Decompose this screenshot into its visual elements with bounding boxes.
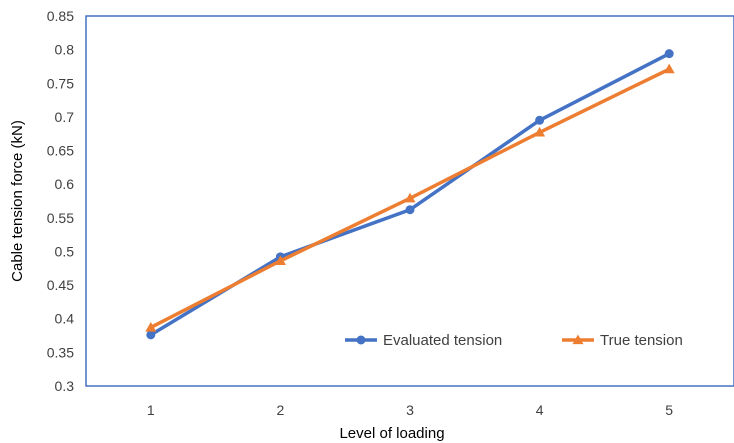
x-tick-label: 4 — [536, 402, 544, 418]
data-point — [274, 255, 286, 265]
legend-marker — [356, 335, 366, 345]
data-point — [146, 330, 156, 340]
y-tick-label: 0.5 — [55, 243, 75, 259]
y-tick-label: 0.65 — [47, 143, 74, 159]
x-tick-label: 5 — [665, 402, 673, 418]
data-point — [663, 63, 675, 74]
y-tick-label: 0.7 — [55, 109, 75, 125]
y-tick-label: 0.75 — [47, 75, 74, 91]
plot-frame — [85, 15, 734, 387]
y-tick-label: 0.8 — [55, 42, 75, 58]
data-point — [404, 192, 416, 203]
data-point — [535, 115, 545, 125]
legend-marker — [572, 334, 584, 345]
x-tick-label: 3 — [406, 402, 414, 418]
y-tick-label: 0.55 — [47, 210, 74, 226]
legend: Evaluated tension True tension — [345, 332, 683, 349]
legend-item: Evaluated tension — [345, 332, 502, 349]
y-tick-label: 0.45 — [47, 277, 74, 293]
y-tick-label: 0.4 — [55, 311, 75, 327]
y-axis-ticks: 0.3 0.35 0.4 0.45 0.5 0.55 0.6 0.65 0.7 0.75 0.8 0.… — [47, 8, 74, 394]
data-point — [405, 205, 415, 215]
legend-label: Evaluated tension — [383, 332, 502, 349]
legend-label: True tension — [600, 332, 683, 349]
y-tick-label: 0.6 — [55, 176, 75, 192]
x-axis-ticks: 1 2 3 4 5 — [147, 402, 673, 418]
data-point — [145, 321, 157, 332]
y-tick-label: 0.35 — [47, 344, 74, 360]
data-point — [664, 49, 674, 59]
y-axis-title: Cable tension force (kN) — [9, 120, 26, 282]
data-point — [534, 126, 546, 137]
x-tick-label: 1 — [147, 402, 155, 418]
legend-item: True tension — [562, 332, 683, 349]
series-2 — [145, 63, 675, 332]
y-tick-label: 0.85 — [47, 8, 74, 24]
y-tick-label: 0.3 — [55, 378, 75, 394]
series-layer — [145, 49, 675, 340]
x-tick-label: 2 — [277, 402, 285, 418]
x-axis-title: Level of loading — [339, 425, 444, 442]
